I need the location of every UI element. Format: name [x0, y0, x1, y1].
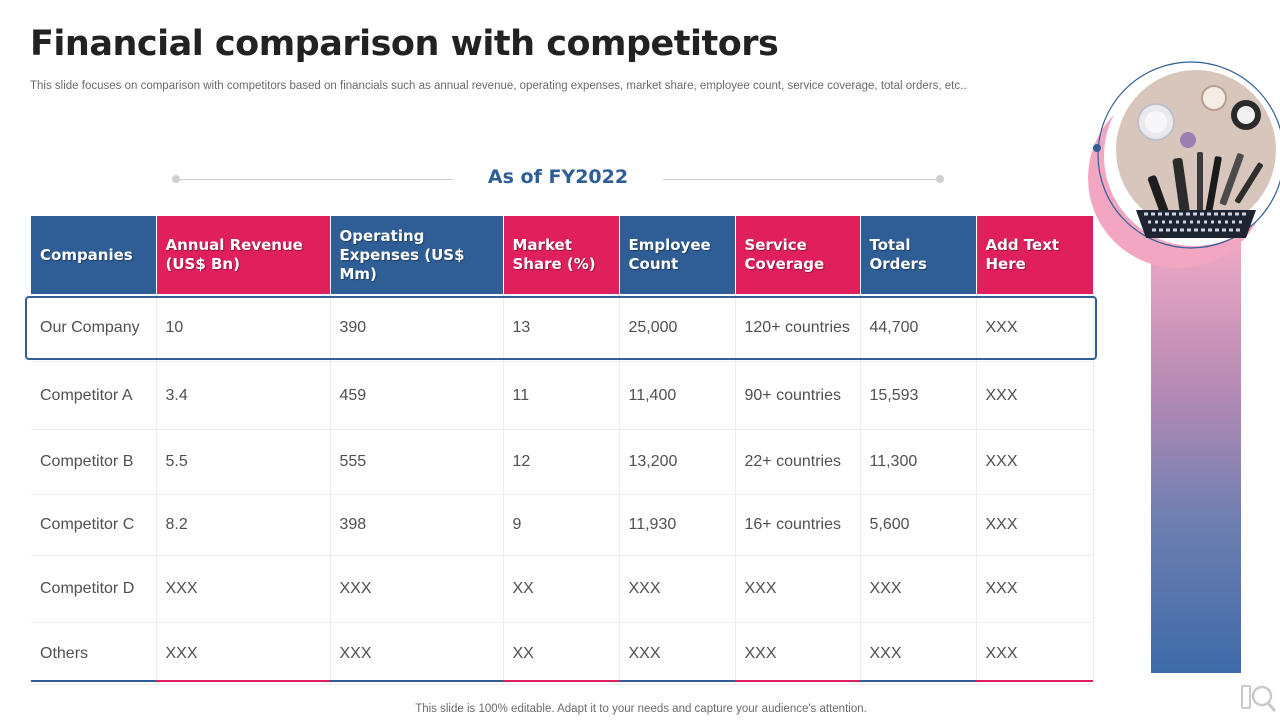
as-of-divider-right [663, 179, 940, 180]
table-cell: Our Company [31, 294, 157, 362]
table-cell: Competitor A [31, 361, 157, 430]
table-cell: 8.2 [156, 494, 331, 556]
as-of-label: As of FY2022 [487, 166, 629, 188]
line-dot-right [936, 175, 944, 183]
table-cell: 11,930 [619, 494, 736, 556]
table-cell: XXX [330, 555, 504, 623]
header-total-orders: Total Orders [860, 216, 977, 294]
comparison-table: Companies Annual Revenue (US$ Bn) Operat… [31, 216, 1094, 685]
table-cell: 11,300 [860, 429, 977, 495]
header-operating-expenses: Operating Expenses (US$ Mm) [330, 216, 504, 294]
table-row: Others XXX XXX XX XXX XXX XXX XXX [31, 622, 1094, 685]
table-row: Competitor B 5.5 555 12 13,200 22+ count… [31, 429, 1094, 495]
table-cell: 22+ countries [735, 429, 861, 495]
table-bottom-accent [31, 680, 156, 682]
table-cell: XXX [976, 361, 1094, 430]
table-cell: XXX [860, 622, 977, 685]
magnifier-logo-icon [1241, 685, 1277, 712]
table-cell: 9 [503, 494, 620, 556]
table-bottom-accent [503, 680, 619, 682]
table-cell: XXX [860, 555, 977, 623]
header-service-coverage: Service Coverage [735, 216, 861, 294]
table-cell: Competitor D [31, 555, 157, 623]
table-cell: XX [503, 622, 620, 685]
table-row: Our Company 10 390 13 25,000 120+ countr… [31, 294, 1094, 362]
table-cell: 25,000 [619, 294, 736, 362]
table-cell: 11,400 [619, 361, 736, 430]
cosmetics-photo [1097, 61, 1280, 249]
table-cell: 90+ countries [735, 361, 861, 430]
table-row: Competitor D XXX XXX XX XXX XXX XXX XXX [31, 555, 1094, 623]
header-add-text: Add Text Here [976, 216, 1094, 294]
table-cell: XXX [976, 429, 1094, 495]
footer-note: This slide is 100% editable. Adapt it to… [415, 703, 867, 715]
table-bottom-accent [330, 680, 503, 682]
table-cell: XXX [619, 555, 736, 623]
table-cell: XXX [619, 622, 736, 685]
table-cell: XXX [976, 622, 1094, 685]
header-market-share: Market Share (%) [503, 216, 620, 294]
table-cell: 15,593 [860, 361, 977, 430]
table-cell: XXX [156, 555, 331, 623]
table-cell: Competitor C [31, 494, 157, 556]
table-bottom-accent [619, 680, 735, 682]
table-cell: 10 [156, 294, 331, 362]
table-cell: 44,700 [860, 294, 977, 362]
header-companies: Companies [31, 216, 157, 294]
table-bottom-accent [735, 680, 860, 682]
table-cell: Competitor B [31, 429, 157, 495]
decorative-gradient-bar [1151, 238, 1241, 673]
table-cell: 390 [330, 294, 504, 362]
table-bottom-accent [156, 680, 330, 682]
table-cell: XXX [976, 294, 1094, 362]
table-cell: 5,600 [860, 494, 977, 556]
table-cell: 398 [330, 494, 504, 556]
table-bottom-accent [976, 680, 1093, 682]
table-cell: 555 [330, 429, 504, 495]
table-cell: XXX [976, 494, 1094, 556]
header-employee-count: Employee Count [619, 216, 736, 294]
table-cell: 13,200 [619, 429, 736, 495]
table-cell: XXX [976, 555, 1094, 623]
decorative-blue-dot [1093, 144, 1101, 152]
table-cell: XXX [330, 622, 504, 685]
table-bottom-accent [860, 680, 976, 682]
table-cell: 3.4 [156, 361, 331, 430]
table-row: Competitor A 3.4 459 11 11,400 90+ count… [31, 361, 1094, 430]
table-cell: XXX [735, 555, 861, 623]
table-cell: 13 [503, 294, 620, 362]
table-cell: XXX [735, 622, 861, 685]
table-header-row: Companies Annual Revenue (US$ Bn) Operat… [31, 216, 1094, 294]
table-cell: 120+ countries [735, 294, 861, 362]
header-annual-revenue: Annual Revenue (US$ Bn) [156, 216, 331, 294]
page-subtitle: This slide focuses on comparison with co… [30, 80, 967, 92]
table-cell: 5.5 [156, 429, 331, 495]
table-cell: XXX [156, 622, 331, 685]
table-cell: XX [503, 555, 620, 623]
table-cell: Others [31, 622, 157, 685]
page-title: Financial comparison with competitors [30, 24, 779, 64]
table-row: Competitor C 8.2 398 9 11,930 16+ countr… [31, 494, 1094, 556]
as-of-divider-left [176, 179, 453, 180]
table-cell: 16+ countries [735, 494, 861, 556]
table-cell: 12 [503, 429, 620, 495]
table-cell: 11 [503, 361, 620, 430]
table-cell: 459 [330, 361, 504, 430]
